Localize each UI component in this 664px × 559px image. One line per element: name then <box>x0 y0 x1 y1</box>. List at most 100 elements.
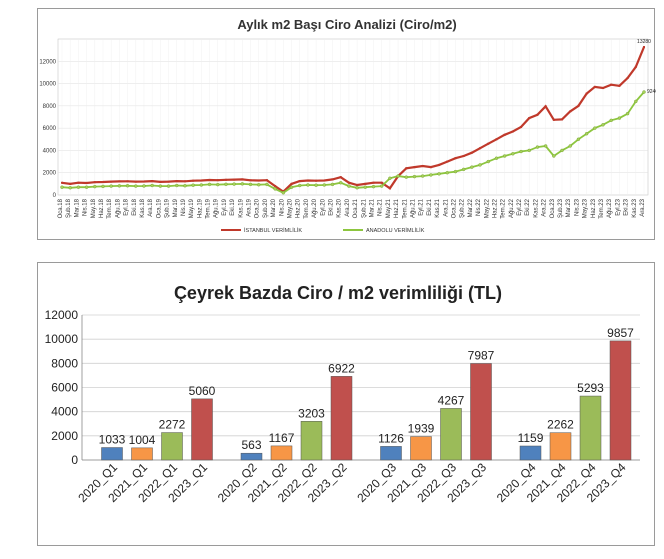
bar-2022_Q3 <box>440 408 462 461</box>
anadolu-point <box>68 186 72 190</box>
anadolu-point <box>502 154 507 158</box>
bar-value-label: 1126 <box>378 431 404 445</box>
anadolu-point <box>420 174 425 178</box>
x-tick-label: Haz.22 <box>492 198 498 218</box>
anadolu-point <box>109 184 113 188</box>
bar-2021_Q1 <box>131 447 153 461</box>
y-tick-label: 4000 <box>43 148 57 154</box>
bar-2020_Q2 <box>240 452 263 461</box>
x-tick-label: May.23 <box>583 198 589 218</box>
anadolu-point <box>224 182 228 187</box>
istanbul-point <box>257 179 260 182</box>
anadolu-point <box>216 182 220 187</box>
bar-2022_Q1 <box>161 432 183 461</box>
anadolu-last-label: 9240 <box>647 89 656 95</box>
x-tick-label: Mar.21 <box>369 198 375 217</box>
anadolu-point <box>560 148 564 153</box>
istanbul-point <box>159 180 162 183</box>
istanbul-point <box>487 142 490 145</box>
istanbul-point <box>192 179 195 182</box>
istanbul-point <box>380 181 383 184</box>
anadolu-point <box>248 182 253 187</box>
y-tick-label: 4000 <box>51 405 78 419</box>
x-tick-label: Kas.19 <box>238 198 244 217</box>
istanbul-point <box>479 147 482 150</box>
bar-value-label: 1004 <box>129 433 156 447</box>
istanbul-point <box>356 183 359 186</box>
y-tick-label: 0 <box>53 193 57 199</box>
bar-value-label: 6922 <box>328 361 355 375</box>
x-tick-label: Haz.23 <box>591 198 597 218</box>
series-line-anadolu <box>61 91 645 194</box>
y-tick-label: 6000 <box>51 381 78 395</box>
bar-chart-title: Çeyrek Bazda Ciro / m2 verimliliği (TL) <box>174 283 502 303</box>
x-tick-label: Nis.21 <box>378 198 384 216</box>
bar-value-label: 7987 <box>468 348 495 362</box>
bar-value-label: 2262 <box>547 418 574 432</box>
x-tick-label: May.22 <box>484 198 490 218</box>
anadolu-point <box>568 144 572 148</box>
istanbul-point <box>85 181 88 184</box>
istanbul-point <box>233 178 236 181</box>
anadolu-point <box>339 181 343 185</box>
anadolu-point <box>306 183 310 187</box>
istanbul-point <box>446 160 449 163</box>
x-tick-label: Şub.21 <box>361 198 367 218</box>
x-tick-label: Nis.23 <box>574 198 580 216</box>
legend-label-anadolu: ANADOLU VERİMLİLİK <box>366 227 425 234</box>
istanbul-point <box>364 182 367 185</box>
bar-value-label: 4267 <box>438 393 465 407</box>
istanbul-point <box>536 113 539 116</box>
istanbul-point <box>151 180 154 183</box>
istanbul-point <box>77 181 80 184</box>
bar-value-label: 3203 <box>298 406 325 420</box>
x-tick-label: Oca.23 <box>550 198 556 218</box>
x-tick-label: Nis.18 <box>83 198 89 216</box>
y-tick-label: 8000 <box>51 356 78 370</box>
anadolu-point <box>437 172 441 176</box>
istanbul-point <box>200 179 203 182</box>
anadolu-point <box>76 185 81 189</box>
x-tick-label: Eyl.21 <box>419 198 425 215</box>
bar-value-label: 1167 <box>269 431 295 445</box>
anadolu-point <box>429 173 433 177</box>
anadolu-point <box>273 187 277 191</box>
istanbul-point <box>429 166 432 169</box>
anadolu-point <box>363 185 367 189</box>
series-line-istanbul <box>61 46 646 194</box>
x-tick-label: Şub.18 <box>66 198 72 218</box>
bar-2021_Q3 <box>410 436 432 461</box>
anadolu-point <box>552 154 556 158</box>
istanbul-point <box>470 151 473 154</box>
istanbul-last-label: 13280 <box>637 39 651 45</box>
x-tick-label: Haz.21 <box>394 198 400 218</box>
anadolu-point <box>183 184 187 188</box>
x-tick-label: Eyl.20 <box>320 198 326 215</box>
anadolu-point <box>207 182 212 187</box>
anadolu-point <box>93 184 97 189</box>
x-tick-label: Eyl.18 <box>124 198 130 215</box>
x-tick-label: Şub.20 <box>263 198 269 218</box>
istanbul-point <box>454 157 457 160</box>
bar-value-label: 1033 <box>99 433 126 447</box>
istanbul-point <box>69 182 72 185</box>
istanbul-point <box>241 178 244 181</box>
y-tick-label: 10000 <box>45 332 79 346</box>
istanbul-point <box>462 155 465 157</box>
anadolu-point <box>494 156 499 160</box>
anadolu-point <box>396 174 400 178</box>
x-tick-label: Şub.19 <box>165 198 171 218</box>
anadolu-point <box>289 185 294 189</box>
anadolu-point <box>175 183 179 188</box>
istanbul-point <box>520 126 523 129</box>
anadolu-point <box>453 169 458 174</box>
x-tick-label: Şub.22 <box>460 198 466 218</box>
istanbul-point <box>61 181 63 184</box>
x-tick-label: Nis.20 <box>279 198 285 216</box>
monthly-line-chart-panel: Aylık m2 Başı Ciro Analizi (Ciro/m2) 0 20… <box>37 8 656 240</box>
bar-2021_Q2 <box>270 445 293 461</box>
x-tick-label: Haz.19 <box>197 198 203 218</box>
x-tick-label: Haz.18 <box>99 198 105 218</box>
x-tick-label: Eki.21 <box>427 198 433 215</box>
istanbul-point <box>290 182 293 185</box>
